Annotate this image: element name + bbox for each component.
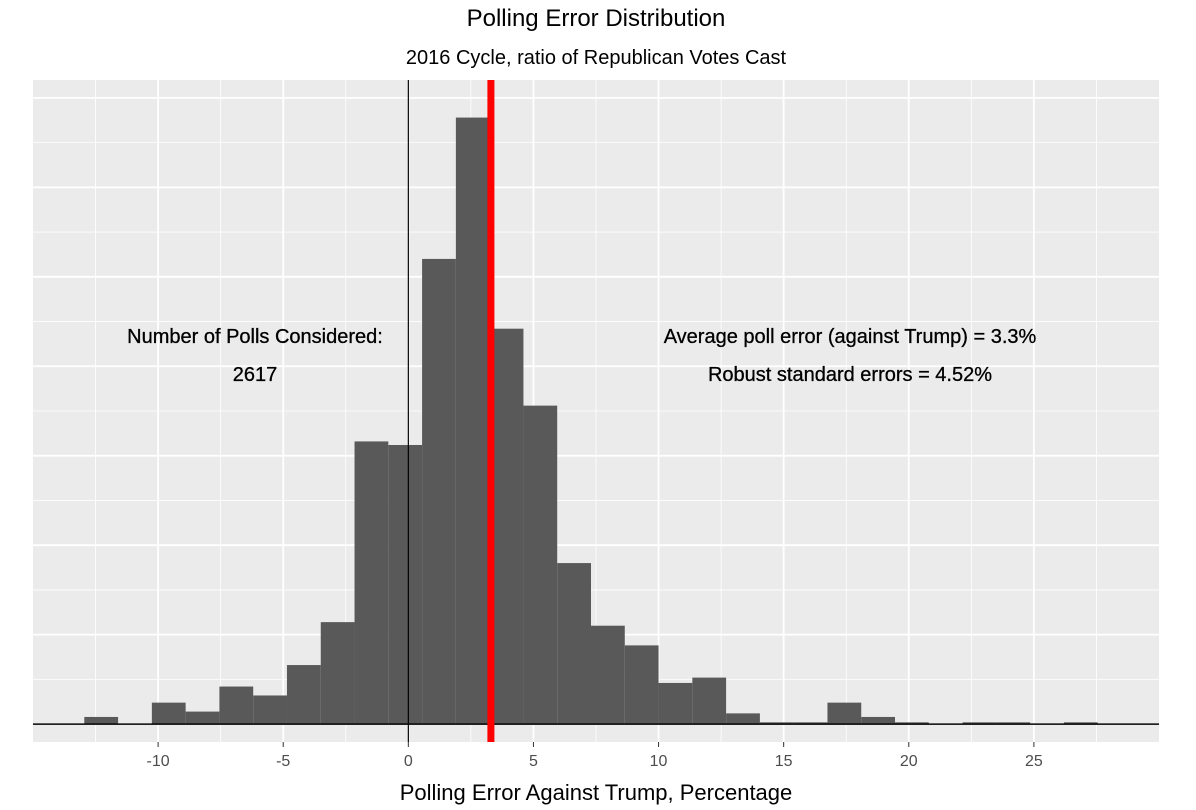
x-tick-label: -10 [147, 753, 170, 770]
polls-count-value: 2617 [233, 364, 278, 386]
x-tick-label: -5 [276, 753, 290, 770]
x-tick-label: 5 [529, 753, 538, 770]
histogram-bar [590, 625, 625, 725]
chart-subtitle: 2016 Cycle, ratio of Republican Votes Ca… [406, 47, 787, 69]
polls-count-label: Number of Polls Considered: [127, 326, 383, 348]
histogram-bar [557, 563, 591, 725]
histogram-bar [84, 716, 119, 725]
histogram-bar [895, 722, 929, 725]
histogram-bar [1063, 722, 1098, 725]
histogram-bar [455, 117, 490, 725]
histogram-bar [726, 713, 760, 725]
average-error-label: Average poll error (against Trump) = 3.3… [664, 326, 1037, 348]
histogram-bar [286, 665, 321, 725]
histogram-bar [658, 682, 693, 725]
histogram-bar [996, 722, 1031, 725]
x-tick-label: 10 [650, 753, 668, 770]
x-axis-ticks: -10 -5 0 5 10 15 20 25 [147, 742, 1043, 770]
histogram-bar [962, 722, 997, 725]
x-axis-label: Polling Error Against Trump, Percentage [400, 780, 793, 805]
histogram-bars [33, 117, 1159, 725]
histogram-bar [388, 444, 423, 725]
x-tick-label: 0 [404, 753, 413, 770]
chart-title: Polling Error Distribution [467, 5, 726, 32]
x-tick-label: 25 [1025, 753, 1043, 770]
x-tick-label: 20 [900, 753, 918, 770]
histogram-bar [219, 686, 254, 725]
histogram-bar [185, 711, 220, 725]
reference-lines [407, 80, 495, 742]
histogram-bar [320, 622, 355, 725]
robust-se-label: Robust standard errors = 4.52% [708, 364, 992, 386]
histogram-bar [253, 695, 287, 725]
histogram-bar [489, 328, 524, 725]
histogram-bar [827, 702, 862, 725]
histogram-bar [422, 258, 456, 725]
histogram-bar [354, 441, 389, 725]
x-tick-label: 15 [775, 753, 793, 770]
histogram-bar [793, 722, 828, 725]
histogram-bar [692, 677, 727, 725]
histogram-bar [523, 405, 558, 725]
grid-lines [33, 80, 1159, 742]
histogram-bar [759, 722, 794, 725]
histogram-bar [624, 645, 659, 725]
histogram-bar [151, 702, 186, 725]
histogram-bar [861, 716, 896, 725]
